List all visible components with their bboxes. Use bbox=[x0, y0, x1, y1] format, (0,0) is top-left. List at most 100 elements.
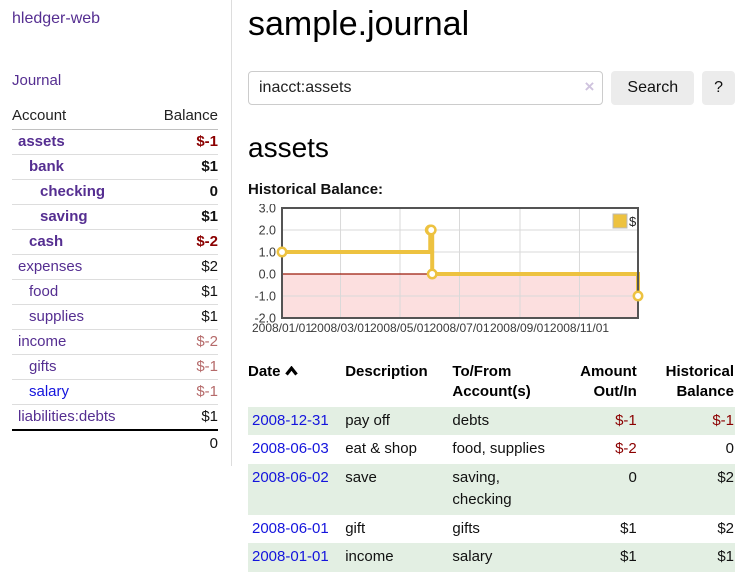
svg-text:2008/09/01: 2008/09/01 bbox=[490, 321, 550, 335]
accounts-header-account: Account bbox=[12, 104, 148, 130]
account-link-bank[interactable]: bank bbox=[29, 158, 65, 175]
account-row-bank: bank $1 bbox=[12, 154, 218, 180]
transaction-date-link[interactable]: 2008-12-31 bbox=[252, 411, 329, 429]
account-link-checking[interactable]: checking bbox=[40, 183, 106, 200]
account-link-supplies[interactable]: supplies bbox=[29, 308, 85, 325]
transaction-accounts: salary bbox=[452, 543, 565, 572]
brand-link[interactable]: hledger-web bbox=[12, 10, 101, 27]
account-balance: $-2 bbox=[147, 329, 218, 355]
account-row-assets: assets $-1 bbox=[12, 129, 218, 155]
account-balance: $1 bbox=[147, 279, 218, 305]
sort-ascending-icon bbox=[284, 366, 298, 376]
transaction-amount: $1 bbox=[564, 543, 645, 572]
register-header-date[interactable]: Date bbox=[248, 360, 345, 407]
account-balance: 0 bbox=[147, 179, 218, 205]
transaction-accounts: saving, checking bbox=[452, 464, 565, 515]
register-header-amount: Amount Out/In bbox=[580, 363, 637, 401]
account-link-gifts[interactable]: gifts bbox=[29, 358, 57, 375]
register-header-description: Description bbox=[345, 363, 428, 380]
help-button[interactable]: ? bbox=[702, 71, 735, 105]
accounts-table: Account Balance assets $-1 bank $1 check… bbox=[12, 104, 218, 456]
account-balance: $1 bbox=[147, 204, 218, 230]
svg-text:-2.0: -2.0 bbox=[254, 312, 276, 326]
search-box: × bbox=[248, 71, 604, 105]
account-link-income[interactable]: income bbox=[18, 333, 67, 350]
transaction-description: pay off bbox=[345, 406, 453, 436]
accounts-header-balance: Balance bbox=[147, 104, 218, 130]
svg-text:0.0: 0.0 bbox=[259, 268, 276, 282]
account-row-supplies: supplies $1 bbox=[12, 304, 218, 330]
account-row-cash: cash $-2 bbox=[12, 229, 218, 255]
svg-text:2008/05/01: 2008/05/01 bbox=[370, 321, 430, 335]
transaction-amount: $1 bbox=[620, 519, 637, 537]
register-row[interactable]: 2008-06-03 eat & shop food, supplies $-2… bbox=[248, 435, 735, 464]
transaction-description: eat & shop bbox=[345, 440, 417, 458]
transaction-description: gift bbox=[345, 519, 366, 537]
historical-balance-chart: $3.0 2.0 1.0 0.0 -1.0 -2.02008/01/012008/03/0… bbox=[252, 204, 644, 335]
transaction-balance: $2 bbox=[717, 519, 734, 537]
transaction-date-link[interactable]: 2008-06-01 bbox=[252, 519, 329, 537]
svg-text:2008/01/01: 2008/01/01 bbox=[252, 321, 312, 335]
search-button[interactable]: Search bbox=[611, 71, 695, 105]
account-link-saving[interactable]: saving bbox=[40, 208, 88, 225]
transaction-description: income bbox=[345, 543, 453, 572]
account-balance: $1 bbox=[147, 404, 218, 431]
accounts-header-row: Account Balance bbox=[12, 104, 218, 130]
account-row-liabilities-debts: liabilities:debts $1 bbox=[12, 404, 218, 431]
transaction-date-link[interactable]: 2008-06-02 bbox=[252, 469, 329, 486]
transaction-description: save bbox=[345, 464, 453, 515]
search-input[interactable] bbox=[248, 71, 604, 105]
account-balance: $-1 bbox=[147, 379, 218, 405]
account-heading: assets bbox=[248, 132, 329, 163]
account-row-saving: saving $1 bbox=[12, 204, 218, 230]
account-balance: $-1 bbox=[147, 129, 218, 155]
account-balance: $-1 bbox=[147, 354, 218, 380]
account-link-liabilities-debts[interactable]: liabilities:debts bbox=[18, 408, 116, 425]
account-row-gifts: gifts $-1 bbox=[12, 354, 218, 380]
accounts-total-row: 0 bbox=[12, 429, 218, 456]
account-balance: $1 bbox=[147, 304, 218, 330]
svg-text:2008/03/01: 2008/03/01 bbox=[310, 321, 370, 335]
account-row-income: income $-2 bbox=[12, 329, 218, 355]
chart-heading: Historical Balance: bbox=[248, 181, 384, 198]
transaction-date-link[interactable]: 2008-06-03 bbox=[252, 440, 329, 458]
transaction-balance: $2 bbox=[644, 464, 735, 515]
register-table: Date Description To/From Account(s) Amou… bbox=[248, 360, 735, 572]
account-link-food[interactable]: food bbox=[29, 283, 59, 300]
transaction-accounts: food, supplies bbox=[452, 440, 545, 458]
register-row[interactable]: 2008-01-01 income salary $1 $1 bbox=[248, 543, 735, 572]
svg-text:2008/11/01: 2008/11/01 bbox=[550, 321, 609, 335]
transaction-date-link[interactable]: 2008-01-01 bbox=[252, 548, 329, 566]
svg-text:2008/07/01: 2008/07/01 bbox=[429, 321, 489, 335]
transaction-accounts: gifts bbox=[452, 519, 480, 537]
account-link-salary[interactable]: salary bbox=[29, 383, 70, 400]
transaction-accounts: debts bbox=[452, 406, 565, 436]
register-row[interactable]: 2008-12-31 pay off debts $-1 $-1 bbox=[248, 406, 735, 436]
account-link-expenses[interactable]: expenses bbox=[18, 258, 83, 275]
date-header-label: Date bbox=[248, 363, 281, 380]
page-title: sample.journal bbox=[248, 5, 470, 43]
main-content: sample.journal × Search ? assets Histori… bbox=[232, 0, 742, 572]
transaction-amount: $-1 bbox=[564, 406, 645, 436]
sidebar-item-journal[interactable]: Journal bbox=[12, 72, 62, 89]
transaction-amount: 0 bbox=[564, 464, 645, 515]
clear-search-icon[interactable]: × bbox=[584, 77, 595, 96]
register-header-row: Date Description To/From Account(s) Amou… bbox=[248, 360, 735, 407]
account-balance: $-2 bbox=[147, 229, 218, 255]
accounts-total-value: 0 bbox=[147, 429, 218, 456]
transaction-balance: $-1 bbox=[644, 406, 735, 436]
search-form: × Search ? bbox=[248, 71, 735, 105]
account-balance: $2 bbox=[147, 254, 218, 280]
account-row-food: food $1 bbox=[12, 279, 218, 305]
account-row-salary: salary $-1 bbox=[12, 379, 218, 405]
svg-text:$: $ bbox=[629, 214, 637, 229]
register-row[interactable]: 2008-06-02 save saving, checking 0 $2 bbox=[248, 464, 735, 515]
account-link-assets[interactable]: assets bbox=[18, 133, 65, 150]
svg-text:-1.0: -1.0 bbox=[254, 290, 276, 304]
account-link-cash[interactable]: cash bbox=[29, 233, 64, 250]
transaction-amount: $-2 bbox=[615, 440, 637, 458]
account-balance: $1 bbox=[147, 154, 218, 180]
transaction-balance: $1 bbox=[644, 543, 735, 572]
register-row[interactable]: 2008-06-01 gift gifts $1 $2 bbox=[248, 515, 735, 544]
svg-text:3.0: 3.0 bbox=[259, 204, 276, 216]
